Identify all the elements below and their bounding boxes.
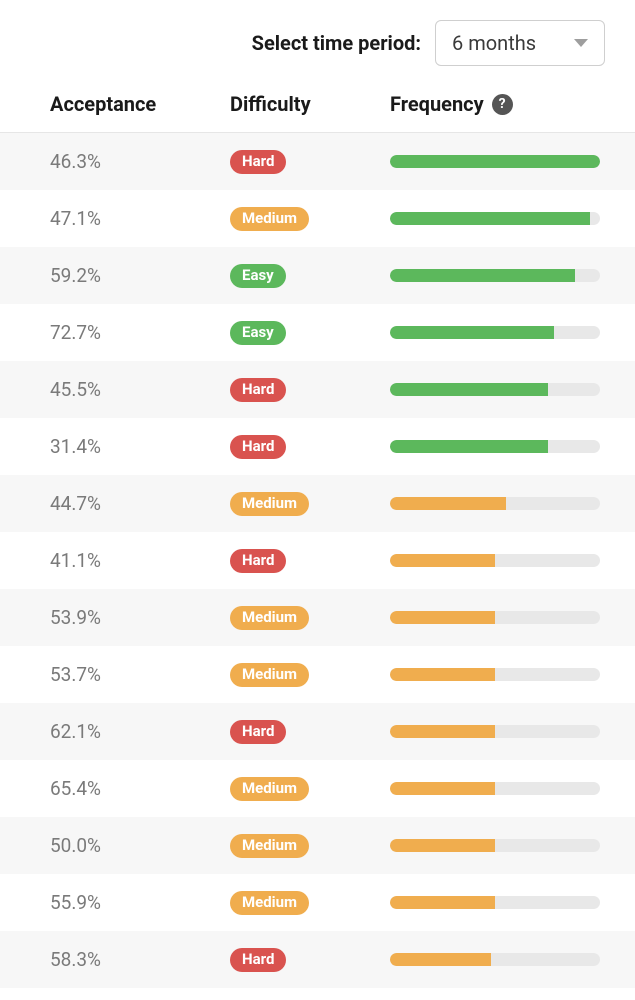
difficulty-pill: Medium xyxy=(230,663,309,687)
frequency-fill xyxy=(390,212,590,225)
frequency-fill xyxy=(390,497,506,510)
frequency-fill xyxy=(390,269,575,282)
difficulty-pill: Medium xyxy=(230,207,309,231)
frequency-bar xyxy=(390,440,600,453)
time-period-selector-row: Select time period: 6 months xyxy=(0,0,635,82)
frequency-bar xyxy=(390,497,600,510)
table-row[interactable]: 55.9% Medium xyxy=(0,874,635,931)
difficulty-pill: Medium xyxy=(230,891,309,915)
table-row[interactable]: 47.1% Medium xyxy=(0,190,635,247)
acceptance-header[interactable]: Acceptance xyxy=(50,92,156,116)
table-row[interactable]: 53.7% Medium xyxy=(0,646,635,703)
table-row[interactable]: 41.1% Hard xyxy=(0,532,635,589)
difficulty-pill: Easy xyxy=(230,321,286,345)
frequency-bar xyxy=(390,953,600,966)
frequency-fill xyxy=(390,782,495,795)
difficulty-pill: Medium xyxy=(230,777,309,801)
acceptance-value: 59.2% xyxy=(50,264,101,287)
frequency-fill xyxy=(390,383,548,396)
difficulty-pill: Hard xyxy=(230,549,286,573)
frequency-bar xyxy=(390,383,600,396)
table-row[interactable]: 50.0% Medium xyxy=(0,817,635,874)
difficulty-pill: Easy xyxy=(230,264,286,288)
table-row[interactable]: 46.3% Hard xyxy=(0,133,635,190)
table-row[interactable]: 53.9% Medium xyxy=(0,589,635,646)
problems-table: Select time period: 6 months Acceptance … xyxy=(0,0,635,988)
chevron-down-icon xyxy=(574,39,588,47)
table-row[interactable]: 65.4% Medium xyxy=(0,760,635,817)
difficulty-pill: Medium xyxy=(230,834,309,858)
frequency-fill xyxy=(390,554,495,567)
table-row[interactable]: 59.2% Easy xyxy=(0,247,635,304)
time-period-label: Select time period: xyxy=(252,31,421,55)
frequency-bar xyxy=(390,725,600,738)
table-row[interactable]: 58.3% Hard xyxy=(0,931,635,988)
frequency-bar xyxy=(390,839,600,852)
difficulty-pill: Hard xyxy=(230,435,286,459)
difficulty-header[interactable]: Difficulty xyxy=(230,92,311,116)
acceptance-value: 41.1% xyxy=(50,549,101,572)
acceptance-value: 31.4% xyxy=(50,435,101,458)
acceptance-value: 46.3% xyxy=(50,150,101,173)
acceptance-value: 72.7% xyxy=(50,321,101,344)
frequency-fill xyxy=(390,155,600,168)
table-row[interactable]: 31.4% Hard xyxy=(0,418,635,475)
difficulty-pill: Hard xyxy=(230,948,286,972)
frequency-fill xyxy=(390,611,495,624)
frequency-fill xyxy=(390,668,495,681)
frequency-bar xyxy=(390,269,600,282)
frequency-header[interactable]: Frequency xyxy=(390,92,484,116)
frequency-bar xyxy=(390,896,600,909)
acceptance-value: 47.1% xyxy=(50,207,101,230)
table-body: 46.3% Hard 47.1% Medium 59.2% Easy 72.7% Easy 45… xyxy=(0,133,635,988)
acceptance-value: 53.7% xyxy=(50,663,101,686)
difficulty-pill: Hard xyxy=(230,720,286,744)
difficulty-pill: Hard xyxy=(230,378,286,402)
acceptance-value: 62.1% xyxy=(50,720,101,743)
table-row[interactable]: 62.1% Hard xyxy=(0,703,635,760)
frequency-fill xyxy=(390,326,554,339)
frequency-bar xyxy=(390,155,600,168)
frequency-fill xyxy=(390,839,495,852)
difficulty-pill: Hard xyxy=(230,150,286,174)
acceptance-value: 53.9% xyxy=(50,606,101,629)
frequency-fill xyxy=(390,725,495,738)
table-header: Acceptance Difficulty Frequency ? xyxy=(0,82,635,133)
frequency-fill xyxy=(390,896,495,909)
frequency-bar xyxy=(390,326,600,339)
acceptance-value: 50.0% xyxy=(50,834,101,857)
acceptance-value: 45.5% xyxy=(50,378,101,401)
frequency-fill xyxy=(390,440,548,453)
help-icon[interactable]: ? xyxy=(492,94,513,115)
acceptance-value: 58.3% xyxy=(50,948,101,971)
time-period-value: 6 months xyxy=(452,31,536,55)
table-row[interactable]: 72.7% Easy xyxy=(0,304,635,361)
difficulty-pill: Medium xyxy=(230,606,309,630)
frequency-bar xyxy=(390,782,600,795)
frequency-bar xyxy=(390,668,600,681)
table-row[interactable]: 45.5% Hard xyxy=(0,361,635,418)
frequency-bar xyxy=(390,212,600,225)
acceptance-value: 55.9% xyxy=(50,891,101,914)
frequency-bar xyxy=(390,611,600,624)
difficulty-pill: Medium xyxy=(230,492,309,516)
table-row[interactable]: 44.7% Medium xyxy=(0,475,635,532)
acceptance-value: 44.7% xyxy=(50,492,101,515)
acceptance-value: 65.4% xyxy=(50,777,101,800)
time-period-dropdown[interactable]: 6 months xyxy=(435,20,605,66)
frequency-fill xyxy=(390,953,491,966)
frequency-bar xyxy=(390,554,600,567)
